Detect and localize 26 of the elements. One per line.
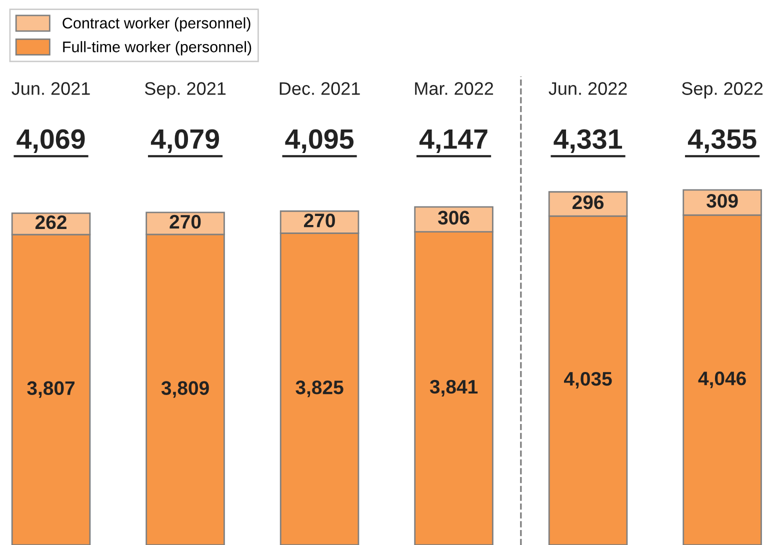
data-label: 270 [304,214,335,228]
x-tick-label: Jun. 2022 [548,82,627,95]
x-tick-label: Mar. 2022 [415,82,494,95]
data-label: 4,035 [564,372,612,389]
legend-label: Full-time worker (personnel) [63,41,252,56]
total-label: 4,079 [150,129,220,153]
data-label: 3,841 [430,380,478,396]
x-tick-label: Dec. 2021 [280,82,360,95]
data-label: 270 [170,214,201,229]
data-label: 4,046 [698,372,746,388]
x-tick-label: Jun. 2021 [12,82,90,95]
data-label: 306 [438,210,470,225]
total-label: 4,355 [688,129,756,153]
total-label: 4,095 [285,129,354,153]
legend-label: Contract worker (personnel) [62,17,250,32]
x-tick-label: Sep. 2021 [144,82,226,99]
total-label: 4,331 [554,129,622,153]
data-label: 3,807 [27,381,74,398]
data-label: 3,809 [161,381,209,398]
data-label: 262 [35,215,66,230]
data-label: 309 [706,194,738,208]
x-tick-label: Sep. 2022 [682,82,763,99]
data-label: 296 [572,195,604,210]
total-label: 4,147 [419,130,488,153]
total-label: 4,069 [16,129,85,153]
data-label: 3,825 [296,380,344,398]
